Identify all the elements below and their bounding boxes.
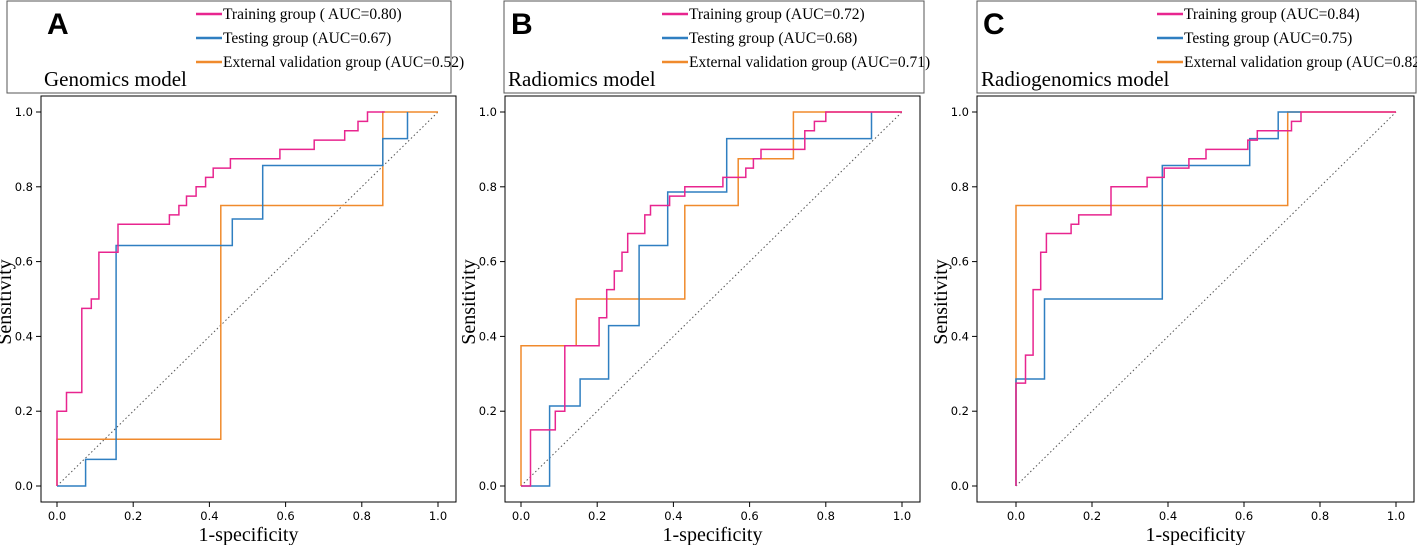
legend-label: External validation group (AUC=0.82) [1184, 54, 1417, 71]
y-tick-label: 0.2 [479, 404, 497, 418]
x-tick-label: 0.0 [48, 509, 66, 523]
legend-label: External validation group (AUC=0.71) [689, 54, 930, 71]
reference-diagonal [1015, 111, 1397, 487]
y-tick-label: 0.8 [479, 180, 497, 194]
x-axis-title: 1-specificity [199, 524, 299, 545]
y-tick-label: 0.8 [15, 180, 33, 194]
x-tick-label: 0.0 [1007, 509, 1025, 523]
roc-panel-c: C Radiogenomics model Training group (AUC=… [930, 0, 1417, 545]
plot-frame [504, 95, 921, 503]
x-tick-label: 0.0 [512, 509, 530, 523]
x-tick-label: 0.2 [588, 509, 606, 523]
x-tick-label: 0.2 [124, 509, 142, 523]
y-tick-label: 0.0 [15, 479, 33, 493]
legend-label: External validation group (AUC=0.52) [223, 54, 464, 71]
y-tick-label: 0.2 [15, 404, 33, 418]
y-tick-label: 0.6 [951, 255, 969, 269]
panel-label: C [983, 8, 1005, 41]
x-tick-label: 0.8 [1311, 509, 1329, 523]
x-tick-label: 0.4 [664, 509, 682, 523]
y-tick-label: 1.0 [479, 105, 497, 119]
legend-label: Training group ( AUC=0.80) [223, 6, 402, 23]
legend-label: Testing group (AUC=0.68) [689, 30, 857, 47]
panel-label: B [511, 8, 533, 41]
reference-diagonal [56, 111, 439, 487]
x-tick-label: 0.6 [276, 509, 294, 523]
legend-label: Testing group (AUC=0.67) [223, 30, 391, 47]
header-frame [976, 0, 1417, 94]
y-tick-label: 0.4 [479, 329, 497, 343]
x-tick-label: 1.0 [1387, 509, 1405, 523]
roc-panel-b: B Radiomics model Training group (AUC=0.72… [458, 0, 930, 545]
legend-label: Training group (AUC=0.72) [689, 6, 865, 23]
y-tick-label: 0.0 [479, 479, 497, 493]
x-tick-label: 0.6 [1235, 509, 1253, 523]
panel-label: A [47, 8, 69, 41]
x-tick-label: 0.4 [1159, 509, 1177, 523]
roc-curve-testing-group [57, 112, 409, 487]
y-tick-label: 0.6 [15, 255, 33, 269]
x-tick-label: 0.4 [200, 509, 218, 523]
plot-frame [976, 95, 1415, 503]
y-tick-label: 0.4 [15, 329, 33, 343]
x-tick-label: 1.0 [893, 509, 911, 523]
x-tick-label: 0.6 [740, 509, 758, 523]
y-tick-label: 0.8 [951, 180, 969, 194]
reference-diagonal [520, 111, 903, 487]
roc-curve-testing-group [521, 112, 873, 487]
roc-panel-a: A Genomics model Training group ( AUC=0.80… [0, 0, 464, 545]
x-tick-label: 0.8 [353, 509, 371, 523]
legend-label: Training group (AUC=0.84) [1184, 6, 1360, 23]
y-axis-title: Sensitivity [0, 259, 16, 345]
roc-curve-external-validation-group [520, 111, 902, 486]
y-tick-label: 1.0 [951, 105, 969, 119]
y-tick-label: 0.6 [479, 255, 497, 269]
y-axis-title: Sensitivity [458, 259, 480, 345]
plot-frame [40, 95, 457, 503]
x-tick-label: 1.0 [429, 509, 447, 523]
roc-curve-testing-group [1015, 111, 1301, 486]
chart-title: Radiomics model [508, 67, 656, 91]
roc-curve-training-group [521, 111, 902, 487]
x-axis-title: 1-specificity [1146, 524, 1246, 545]
legend-label: Testing group (AUC=0.75) [1184, 30, 1352, 47]
roc-curve-training-group [1015, 111, 1396, 486]
x-tick-label: 0.8 [817, 509, 835, 523]
header-frame [503, 0, 925, 94]
chart-title: Radiogenomics model [981, 67, 1170, 91]
y-tick-label: 0.4 [951, 329, 969, 343]
y-tick-label: 1.0 [15, 105, 33, 119]
y-tick-label: 0.0 [951, 479, 969, 493]
y-tick-label: 0.2 [951, 404, 969, 418]
chart-title: Genomics model [44, 67, 187, 91]
roc-curve-training-group [56, 111, 385, 486]
x-axis-title: 1-specificity [663, 524, 763, 545]
header-frame [6, 0, 452, 94]
y-axis-title: Sensitivity [930, 259, 952, 345]
x-tick-label: 0.2 [1083, 509, 1101, 523]
